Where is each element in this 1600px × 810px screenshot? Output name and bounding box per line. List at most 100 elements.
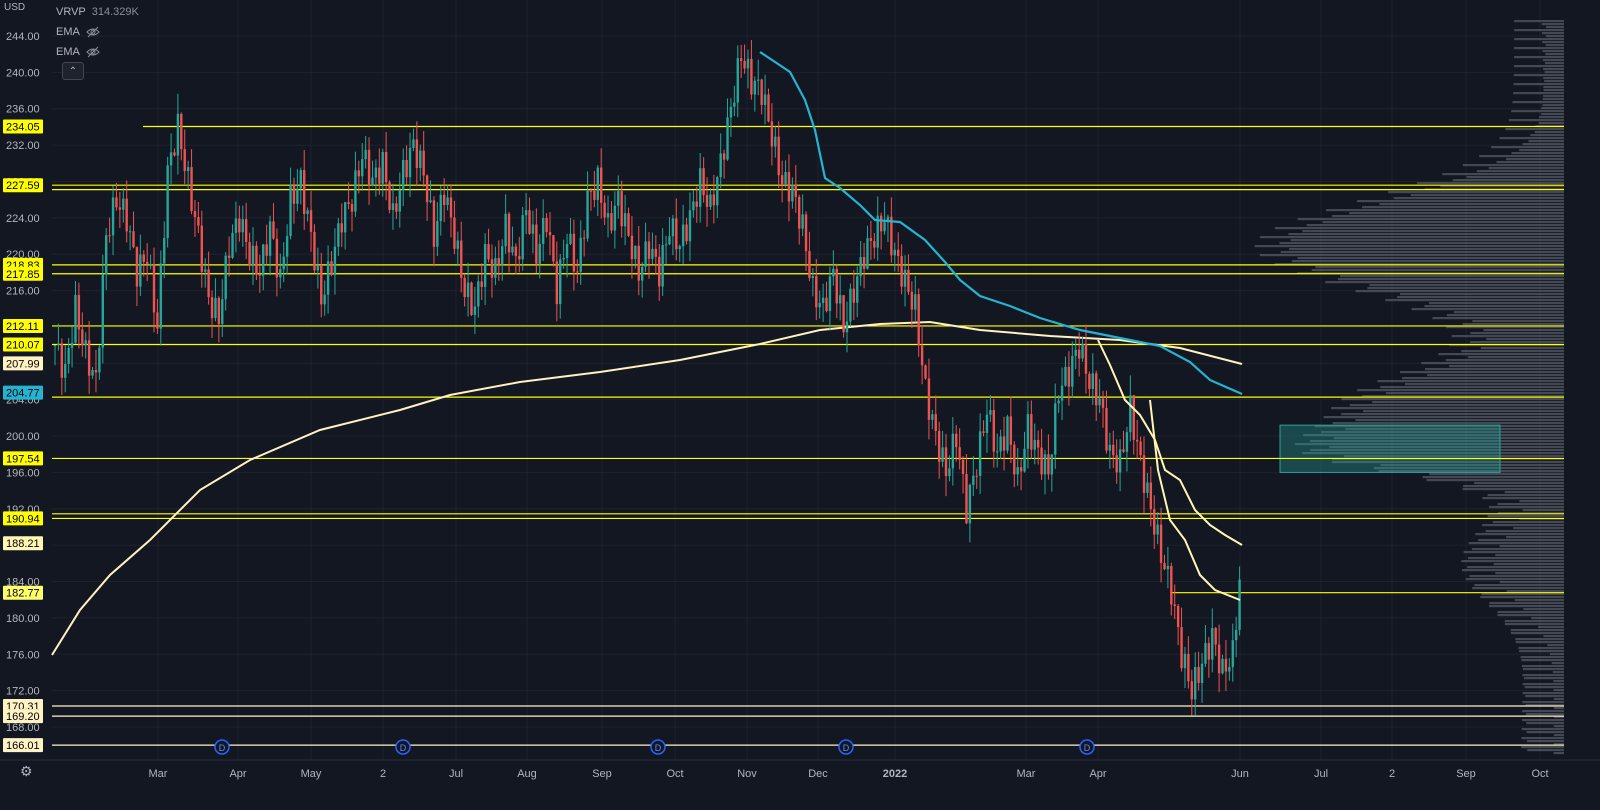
candle-body — [1170, 565, 1173, 605]
profile-bar — [1452, 179, 1564, 182]
candle-body — [934, 414, 937, 431]
profile-bar — [1486, 338, 1564, 341]
dividend-marker: D — [1079, 739, 1095, 755]
candle-body — [1139, 441, 1142, 456]
candle-body — [135, 247, 139, 287]
eye-off-icon[interactable] — [86, 46, 100, 58]
price-badge-label: 188.21 — [6, 538, 40, 550]
dividend-marker: D — [214, 739, 230, 755]
price-badges: 234.05227.59218.83217.85212.11210.07207.… — [3, 119, 43, 753]
candle-body — [501, 246, 504, 265]
profile-bar — [1429, 473, 1564, 476]
candle-body — [1101, 398, 1105, 408]
candle-body — [1125, 432, 1129, 452]
profile-bar — [1361, 206, 1564, 209]
collapse-legend-button[interactable]: ⌃ — [62, 62, 84, 80]
candle-body — [862, 257, 866, 269]
profile-bar — [1410, 194, 1564, 197]
candle-body — [139, 254, 142, 287]
candle-body — [1122, 449, 1125, 452]
gear-icon[interactable]: ⚙ — [20, 763, 33, 779]
profile-bar — [1545, 53, 1564, 56]
candle-body — [798, 196, 801, 229]
candle-body — [53, 345, 57, 347]
profile-bar — [1399, 371, 1564, 374]
profile-bar — [1537, 626, 1564, 629]
price-badge-label: 210.07 — [6, 339, 40, 351]
price-badge-bg — [3, 178, 43, 193]
candle-body — [60, 343, 64, 378]
candle-body — [661, 245, 664, 287]
eye-off-icon[interactable] — [86, 26, 100, 38]
candle-body — [1071, 355, 1074, 387]
profile-bar — [1462, 488, 1564, 491]
candle-body — [958, 447, 961, 460]
legend-row-vrvp[interactable]: VRVP 314.329K — [56, 2, 139, 22]
y-tick-label: 168.00 — [6, 722, 40, 734]
x-tick-label: 2 — [380, 768, 386, 780]
profile-bar — [1329, 446, 1564, 449]
candle-body — [1006, 416, 1009, 451]
profile-bar — [1445, 359, 1564, 362]
dividend-marker-label: D — [219, 743, 226, 753]
candle-body — [787, 172, 791, 202]
profile-bar — [1483, 329, 1564, 332]
candle-body — [859, 257, 862, 277]
candle-body — [1013, 444, 1016, 475]
profile-bar — [1331, 458, 1564, 461]
horizontal-levels[interactable] — [52, 125, 1564, 746]
candle-body — [251, 245, 255, 266]
time-axis[interactable]: Mar Apr May 2 Jul Aug Sep Oct Nov Dec 2022 Mar Apr Ju… — [0, 759, 1600, 780]
profile-bar — [1527, 749, 1564, 752]
candle-body — [579, 237, 582, 272]
candle-body — [1156, 524, 1159, 535]
profile-bar — [1506, 158, 1564, 161]
profile-bar — [1506, 590, 1564, 593]
candle-body — [1238, 579, 1241, 630]
candle-body — [1234, 629, 1238, 641]
profile-bar — [1534, 131, 1564, 134]
candle-body — [808, 251, 811, 279]
candle-body — [705, 195, 709, 207]
candle-body — [1091, 373, 1094, 389]
candle-body — [347, 202, 350, 204]
profile-bar — [1531, 617, 1564, 620]
candle-body — [825, 297, 828, 312]
profile-bar — [1551, 662, 1564, 665]
profile-bar — [1513, 92, 1564, 95]
candle-body — [1077, 349, 1081, 359]
candle-body — [111, 197, 115, 236]
grid-lines — [52, 0, 1564, 760]
profile-bar — [1482, 524, 1564, 527]
profile-bar — [1372, 401, 1564, 404]
price-badge-label: 169.20 — [6, 711, 40, 723]
candle-body — [801, 214, 804, 229]
profile-bar — [1543, 95, 1564, 98]
profile-bar — [1511, 110, 1564, 113]
candle-body — [555, 261, 559, 305]
legend-row-ema-2[interactable]: EMA — [56, 42, 139, 62]
candle-body — [145, 261, 149, 264]
candle-body — [678, 246, 681, 250]
candle-body — [1187, 653, 1190, 682]
candle-body — [101, 274, 104, 348]
profile-bar — [1397, 296, 1564, 299]
y-tick-label: 180.00 — [6, 613, 40, 625]
profile-bar — [1463, 551, 1564, 554]
candle-body — [804, 214, 808, 252]
profile-bar — [1492, 521, 1564, 524]
profile-bar — [1422, 476, 1564, 479]
candle-body — [1023, 448, 1026, 472]
candle-body — [876, 215, 879, 248]
candle-body — [309, 210, 313, 232]
candle-body — [1067, 366, 1071, 387]
y-tick-label: 176.00 — [6, 649, 40, 661]
candle-body — [975, 475, 978, 477]
profile-bar — [1514, 20, 1564, 23]
candle-body — [842, 295, 845, 333]
legend-row-ema-1[interactable]: EMA — [56, 22, 139, 42]
candle-body — [1030, 414, 1033, 450]
candle-body — [303, 170, 306, 214]
